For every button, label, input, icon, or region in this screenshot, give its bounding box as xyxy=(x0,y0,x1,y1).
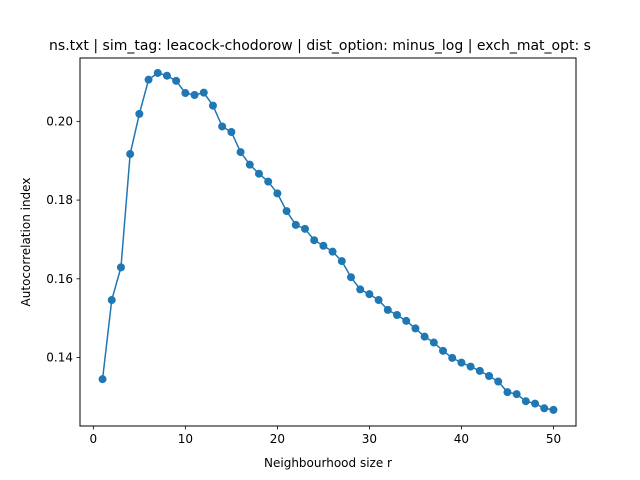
x-axis: 0 10 20 30 40 50 xyxy=(90,426,561,446)
y-axis-label: Autocorrelation index xyxy=(19,178,33,307)
data-point xyxy=(494,377,503,386)
data-point xyxy=(162,71,171,80)
data-point xyxy=(273,189,282,198)
data-point xyxy=(236,148,245,157)
data-point xyxy=(98,375,107,384)
data-point xyxy=(356,285,365,294)
y-tick-label: 0.20 xyxy=(46,114,73,128)
title-group: ns.txt | sim_tag: leacock-chodorow | dis… xyxy=(49,38,591,54)
data-point xyxy=(521,397,530,406)
data-point xyxy=(457,358,466,367)
data-point xyxy=(291,220,300,229)
x-tick-label: 20 xyxy=(270,432,285,446)
data-point xyxy=(319,241,328,250)
x-tick-label: 40 xyxy=(454,432,469,446)
data-point xyxy=(135,109,144,118)
y-tick-label: 0.18 xyxy=(46,193,73,207)
data-point xyxy=(208,101,217,110)
series-line xyxy=(101,72,554,411)
data-point xyxy=(107,296,116,305)
data-point xyxy=(282,207,291,216)
x-tick-label: 30 xyxy=(362,432,377,446)
plot-frame xyxy=(79,57,577,427)
data-point xyxy=(245,160,254,169)
data-point xyxy=(383,305,392,314)
data-point xyxy=(420,332,429,341)
data-point xyxy=(475,366,484,375)
data-point xyxy=(374,296,383,305)
data-point xyxy=(116,263,125,272)
data-point xyxy=(199,88,208,97)
y-tick-label: 0.16 xyxy=(46,272,73,286)
data-point xyxy=(531,399,540,408)
x-tick-label: 0 xyxy=(90,432,98,446)
data-point xyxy=(300,224,309,233)
data-point xyxy=(126,150,135,159)
data-point xyxy=(439,346,448,355)
data-point xyxy=(485,372,494,381)
data-point xyxy=(411,324,420,333)
data-point xyxy=(144,75,153,84)
data-point xyxy=(466,362,475,371)
chart-title: ns.txt | sim_tag: leacock-chodorow | dis… xyxy=(49,38,591,54)
plot-area xyxy=(98,68,558,414)
data-point xyxy=(310,236,319,245)
data-point xyxy=(402,316,411,325)
data-point xyxy=(512,390,521,399)
data-point xyxy=(227,127,236,136)
data-point xyxy=(503,388,512,397)
data-point xyxy=(347,273,356,282)
data-point xyxy=(181,89,190,98)
data-point xyxy=(264,177,273,186)
data-point xyxy=(218,122,227,131)
x-tick-label: 50 xyxy=(546,432,561,446)
y-tick-label: 0.14 xyxy=(46,351,73,365)
y-axis: 0.14 0.16 0.18 0.20 xyxy=(46,114,80,365)
x-tick-label: 10 xyxy=(178,432,193,446)
data-point xyxy=(153,68,162,77)
data-point xyxy=(328,247,337,256)
data-point xyxy=(549,405,558,414)
data-point xyxy=(337,257,346,266)
data-point xyxy=(172,76,181,85)
data-point xyxy=(429,338,438,347)
data-point xyxy=(448,353,457,362)
x-axis-label: Neighbourhood size r xyxy=(264,456,392,470)
data-point xyxy=(365,290,374,299)
data-point xyxy=(540,404,549,413)
data-point xyxy=(254,169,263,178)
data-point xyxy=(190,90,199,99)
data-point xyxy=(393,311,402,320)
